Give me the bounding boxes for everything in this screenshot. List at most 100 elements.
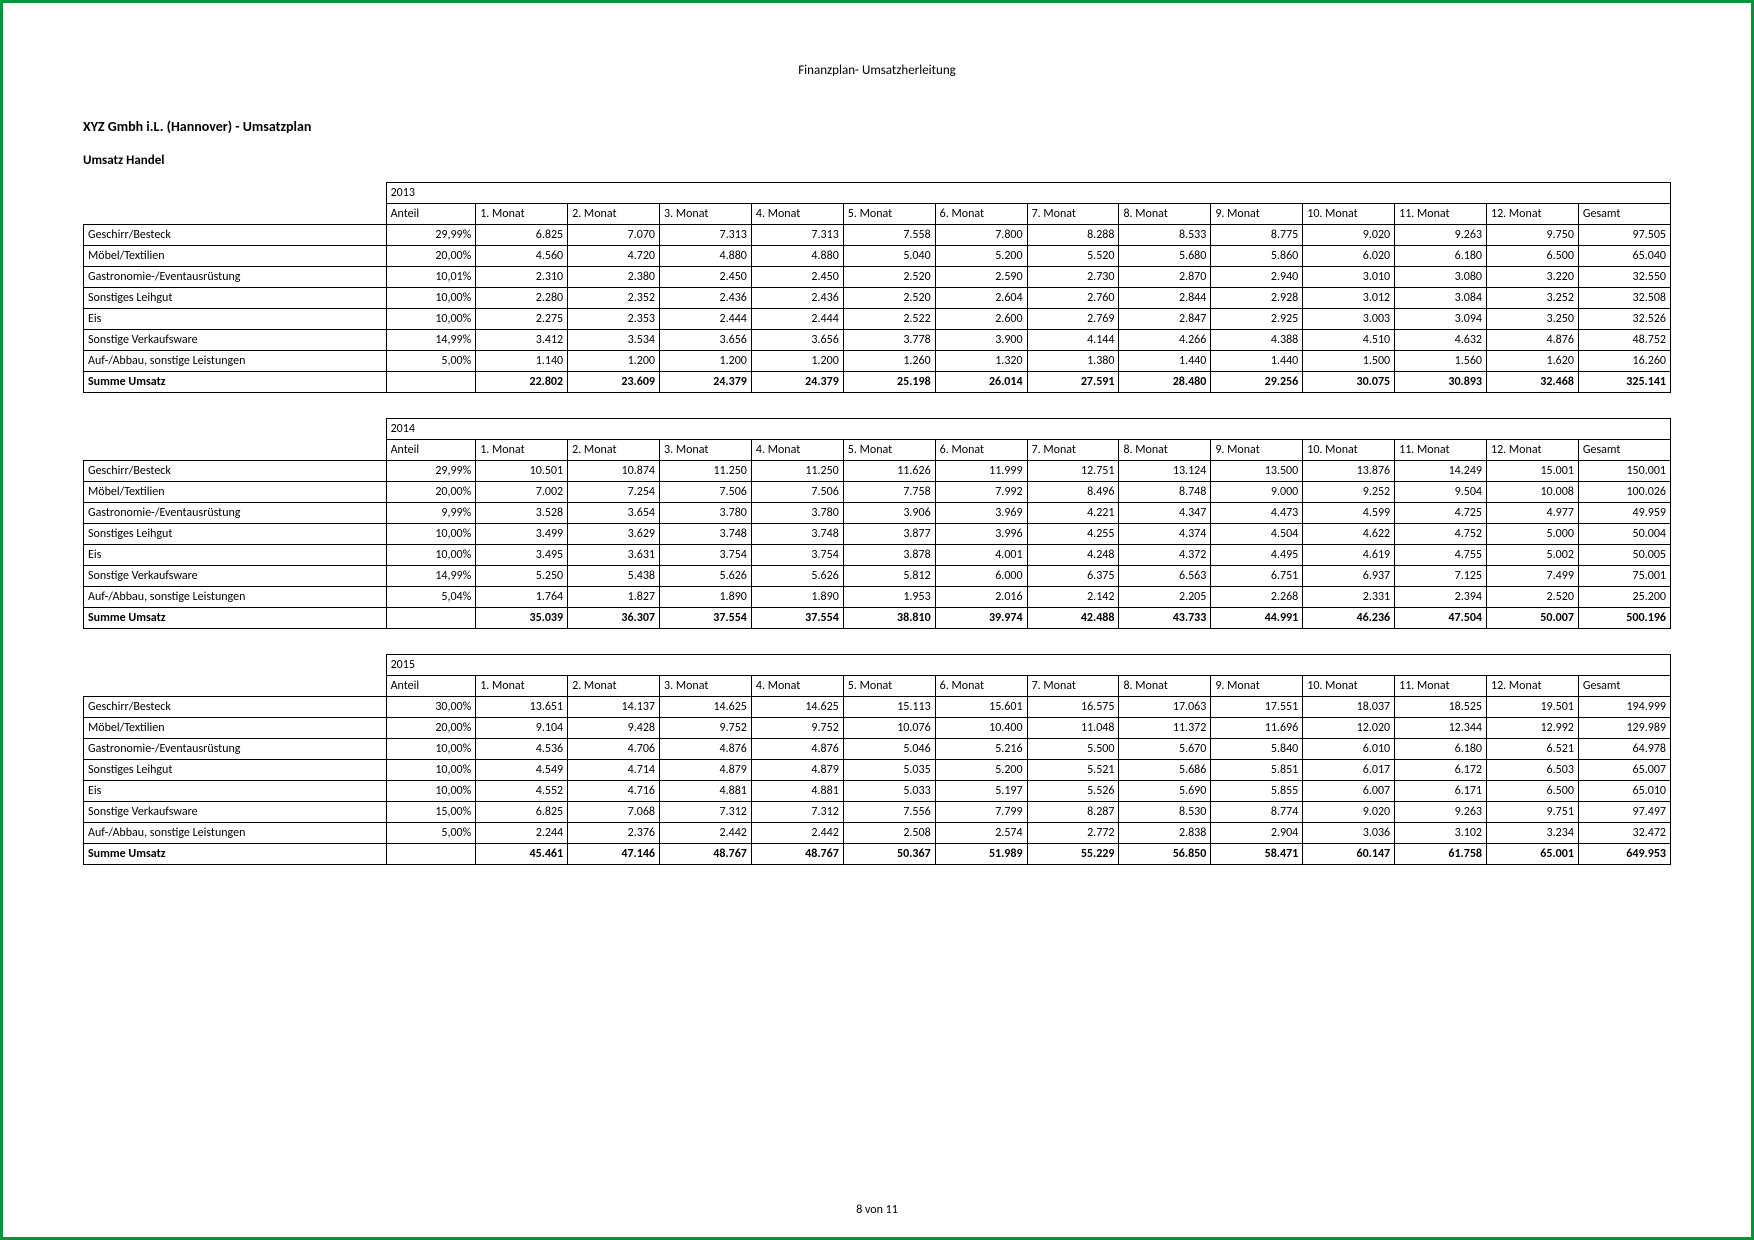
cell-month: 6.000 [935,566,1027,587]
table-row: Sonstige Verkaufsware14,99%3.4123.5343.6… [84,330,1671,351]
sum-anteil-blank [386,608,476,629]
cell-month: 4.716 [568,781,660,802]
row-label: Geschirr/Besteck [84,697,387,718]
cell-month: 3.036 [1303,823,1395,844]
cell-gesamt: 97.505 [1578,225,1670,246]
cell-month: 3.080 [1395,267,1487,288]
col-header-month-12: 12. Monat [1487,676,1579,697]
cell-month: 5.520 [1027,246,1119,267]
row-label: Sonstige Verkaufsware [84,802,387,823]
sum-cell-month: 45.461 [476,844,568,865]
cell-month: 5.000 [1487,524,1579,545]
cell-month: 11.250 [751,461,843,482]
cell-month: 3.969 [935,503,1027,524]
sum-cell-month: 29.256 [1211,372,1303,393]
cell-gesamt: 50.005 [1578,545,1670,566]
cell-month: 4.876 [1487,330,1579,351]
year-header: 2013 [386,183,1670,204]
cell-month: 5.200 [935,760,1027,781]
cell-month: 1.890 [660,587,752,608]
cell-month: 2.436 [660,288,752,309]
col-header-month-5: 5. Monat [843,204,935,225]
cell-month: 10.501 [476,461,568,482]
cell-month: 9.104 [476,718,568,739]
row-label: Sonstiges Leihgut [84,524,387,545]
cell-month: 4.374 [1119,524,1211,545]
cell-month: 5.197 [935,781,1027,802]
col-header-month-4: 4. Monat [751,440,843,461]
cell-month: 14.249 [1395,461,1487,482]
sum-cell-month: 60.147 [1303,844,1395,865]
table-row: Sonstige Verkaufsware14,99%5.2505.4385.6… [84,566,1671,587]
row-label: Eis [84,545,387,566]
cell-month: 13.124 [1119,461,1211,482]
cell-month: 9.000 [1211,482,1303,503]
blank-header [84,655,387,676]
row-label: Sonstige Verkaufsware [84,566,387,587]
cell-gesamt: 25.200 [1578,587,1670,608]
cell-month: 15.001 [1487,461,1579,482]
cell-month: 9.751 [1487,802,1579,823]
table-row: Sonstiges Leihgut10,00%4.5494.7144.8794.… [84,760,1671,781]
cell-month: 6.500 [1487,781,1579,802]
cell-gesamt: 65.010 [1578,781,1670,802]
row-label: Gastronomie-/Eventausrüstung [84,267,387,288]
cell-anteil: 30,00% [386,697,476,718]
cell-month: 5.250 [476,566,568,587]
cell-gesamt: 64.978 [1578,739,1670,760]
cell-month: 7.312 [751,802,843,823]
col-header-gesamt: Gesamt [1578,204,1670,225]
col-header-month-7: 7. Monat [1027,440,1119,461]
col-header-month-3: 3. Monat [660,676,752,697]
col-header-month-4: 4. Monat [751,676,843,697]
cell-month: 4.560 [476,246,568,267]
cell-anteil: 10,00% [386,760,476,781]
col-header-month-7: 7. Monat [1027,204,1119,225]
cell-month: 2.600 [935,309,1027,330]
cell-gesamt: 32.526 [1578,309,1670,330]
cell-month: 4.536 [476,739,568,760]
cell-anteil: 5,00% [386,351,476,372]
blank-header [84,440,387,461]
cell-month: 2.772 [1027,823,1119,844]
sum-cell-month: 56.850 [1119,844,1211,865]
cell-month: 3.499 [476,524,568,545]
cell-anteil: 15,00% [386,802,476,823]
col-header-month-4: 4. Monat [751,204,843,225]
table-row: Auf-/Abbau, sonstige Leistungen5,04%1.76… [84,587,1671,608]
cell-month: 3.906 [843,503,935,524]
cell-month: 6.503 [1487,760,1579,781]
col-header-anteil: Anteil [386,676,476,697]
cell-month: 2.280 [476,288,568,309]
cell-month: 2.760 [1027,288,1119,309]
table-row: Möbel/Textilien20,00%7.0027.2547.5067.50… [84,482,1671,503]
cell-month: 3.102 [1395,823,1487,844]
page-footer: 8 von 11 [3,1203,1751,1217]
cell-month: 5.526 [1027,781,1119,802]
cell-month: 8.287 [1027,802,1119,823]
table-row: Möbel/Textilien20,00%4.5604.7204.8804.88… [84,246,1671,267]
cell-month: 1.320 [935,351,1027,372]
blank-header [84,183,387,204]
table-row: Eis10,00%4.5524.7164.8814.8815.0335.1975… [84,781,1671,802]
cell-month: 7.758 [843,482,935,503]
col-header-anteil: Anteil [386,440,476,461]
cell-month: 7.506 [751,482,843,503]
cell-month: 5.690 [1119,781,1211,802]
cell-month: 4.977 [1487,503,1579,524]
cell-month: 6.007 [1303,781,1395,802]
cell-month: 3.250 [1487,309,1579,330]
cell-anteil: 14,99% [386,566,476,587]
cell-month: 3.094 [1395,309,1487,330]
cell-month: 1.440 [1119,351,1211,372]
col-header-month-10: 10. Monat [1303,676,1395,697]
cell-month: 4.266 [1119,330,1211,351]
cell-month: 10.076 [843,718,935,739]
cell-gesamt: 32.508 [1578,288,1670,309]
cell-month: 4.599 [1303,503,1395,524]
cell-month: 3.654 [568,503,660,524]
cell-gesamt: 65.040 [1578,246,1670,267]
cell-month: 11.372 [1119,718,1211,739]
cell-month: 3.754 [751,545,843,566]
cell-month: 6.825 [476,225,568,246]
